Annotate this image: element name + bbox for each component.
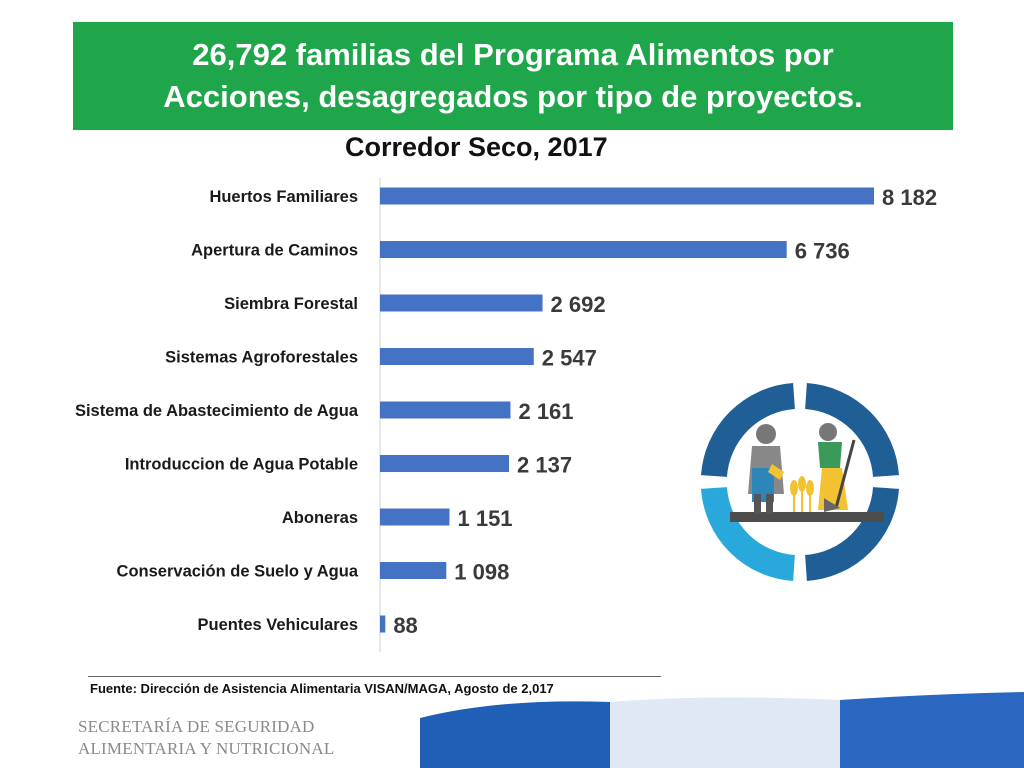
- bar-chart: Huertos Familiares 8 182 Apertura de Camin…: [75, 178, 937, 652]
- bar: [380, 615, 386, 633]
- category-label: Introduccion de Agua Potable: [125, 456, 358, 474]
- value-label: 8 182: [882, 185, 937, 210]
- value-label: 2 161: [518, 399, 573, 424]
- category-label: Siembra Forestal: [224, 295, 358, 313]
- value-label: 88: [393, 613, 417, 638]
- value-label: 2 547: [542, 346, 597, 371]
- bar: [380, 294, 543, 312]
- bar: [380, 508, 450, 526]
- decorative-footer-shapes: [420, 692, 1024, 768]
- category-label: Conservación de Suelo y Agua: [117, 563, 359, 581]
- title-banner: 26,792 familias del Programa Alimentos p…: [73, 22, 953, 130]
- bar: [380, 241, 787, 258]
- category-label: Apertura de Caminos: [191, 242, 358, 260]
- bar: [380, 187, 874, 205]
- banner-title: 26,792 familias del Programa Alimentos p…: [163, 37, 863, 114]
- logo-line-2: ALIMENTARIA Y NUTRICIONAL: [78, 739, 335, 758]
- bar: [380, 401, 511, 419]
- category-label: Puentes Vehiculares: [198, 616, 359, 634]
- secretaria-logo: SECRETARÍA DE SEGURIDAD ALIMENTARIA Y NU…: [78, 716, 338, 760]
- bar: [380, 562, 447, 579]
- category-label: Aboneras: [282, 509, 358, 527]
- chart-subtitle: Corredor Seco, 2017: [345, 132, 608, 162]
- value-label: 6 736: [795, 239, 850, 264]
- source-divider: [88, 676, 661, 677]
- value-label: 2 137: [517, 453, 572, 478]
- value-label: 1 098: [454, 560, 509, 585]
- value-label: 2 692: [551, 292, 606, 317]
- bar: [380, 455, 510, 472]
- farmers-emblem-icon: [701, 383, 899, 581]
- source-note: Fuente: Dirección de Asistencia Alimenta…: [90, 681, 554, 696]
- bar: [380, 348, 534, 365]
- logo-line-1: SECRETARÍA DE SEGURIDAD: [78, 717, 315, 736]
- category-label: Huertos Familiares: [209, 188, 358, 206]
- value-label: 1 151: [457, 506, 512, 531]
- category-label: Sistemas Agroforestales: [165, 349, 358, 367]
- category-label: Sistema de Abastecimiento de Agua: [75, 402, 359, 420]
